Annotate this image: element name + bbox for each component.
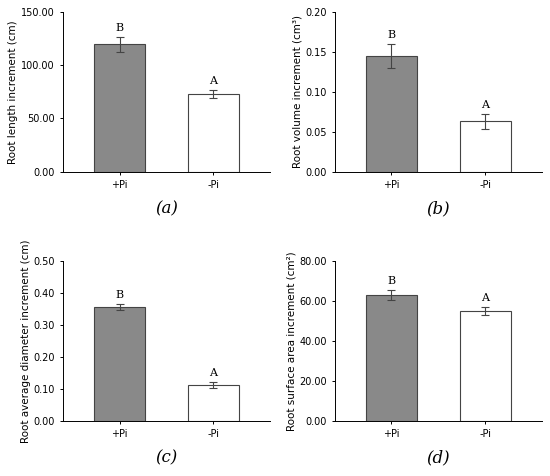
Bar [366,295,417,421]
Bar [188,385,239,421]
Text: (b): (b) [427,200,450,217]
Y-axis label: Root volume increment (cm³): Root volume increment (cm³) [293,15,303,169]
Y-axis label: Root length increment (cm): Root length increment (cm) [8,20,18,164]
Text: A: A [481,100,490,110]
Text: B: B [116,23,124,33]
Y-axis label: Root average diameter increment (cm): Root average diameter increment (cm) [20,239,31,443]
Text: B: B [387,30,395,40]
Text: A: A [481,293,490,303]
Bar [459,311,511,421]
Bar [188,94,239,171]
Text: A: A [210,367,217,377]
Text: B: B [387,277,395,287]
Text: B: B [116,290,124,300]
Text: (a): (a) [155,200,178,217]
Text: A: A [210,76,217,86]
Text: (c): (c) [155,449,178,466]
Y-axis label: Root surface area increment (cm²): Root surface area increment (cm²) [287,251,296,431]
Text: (d): (d) [427,449,450,466]
Bar [459,121,511,171]
Bar [94,307,145,421]
Bar [366,56,417,171]
Bar [94,44,145,171]
